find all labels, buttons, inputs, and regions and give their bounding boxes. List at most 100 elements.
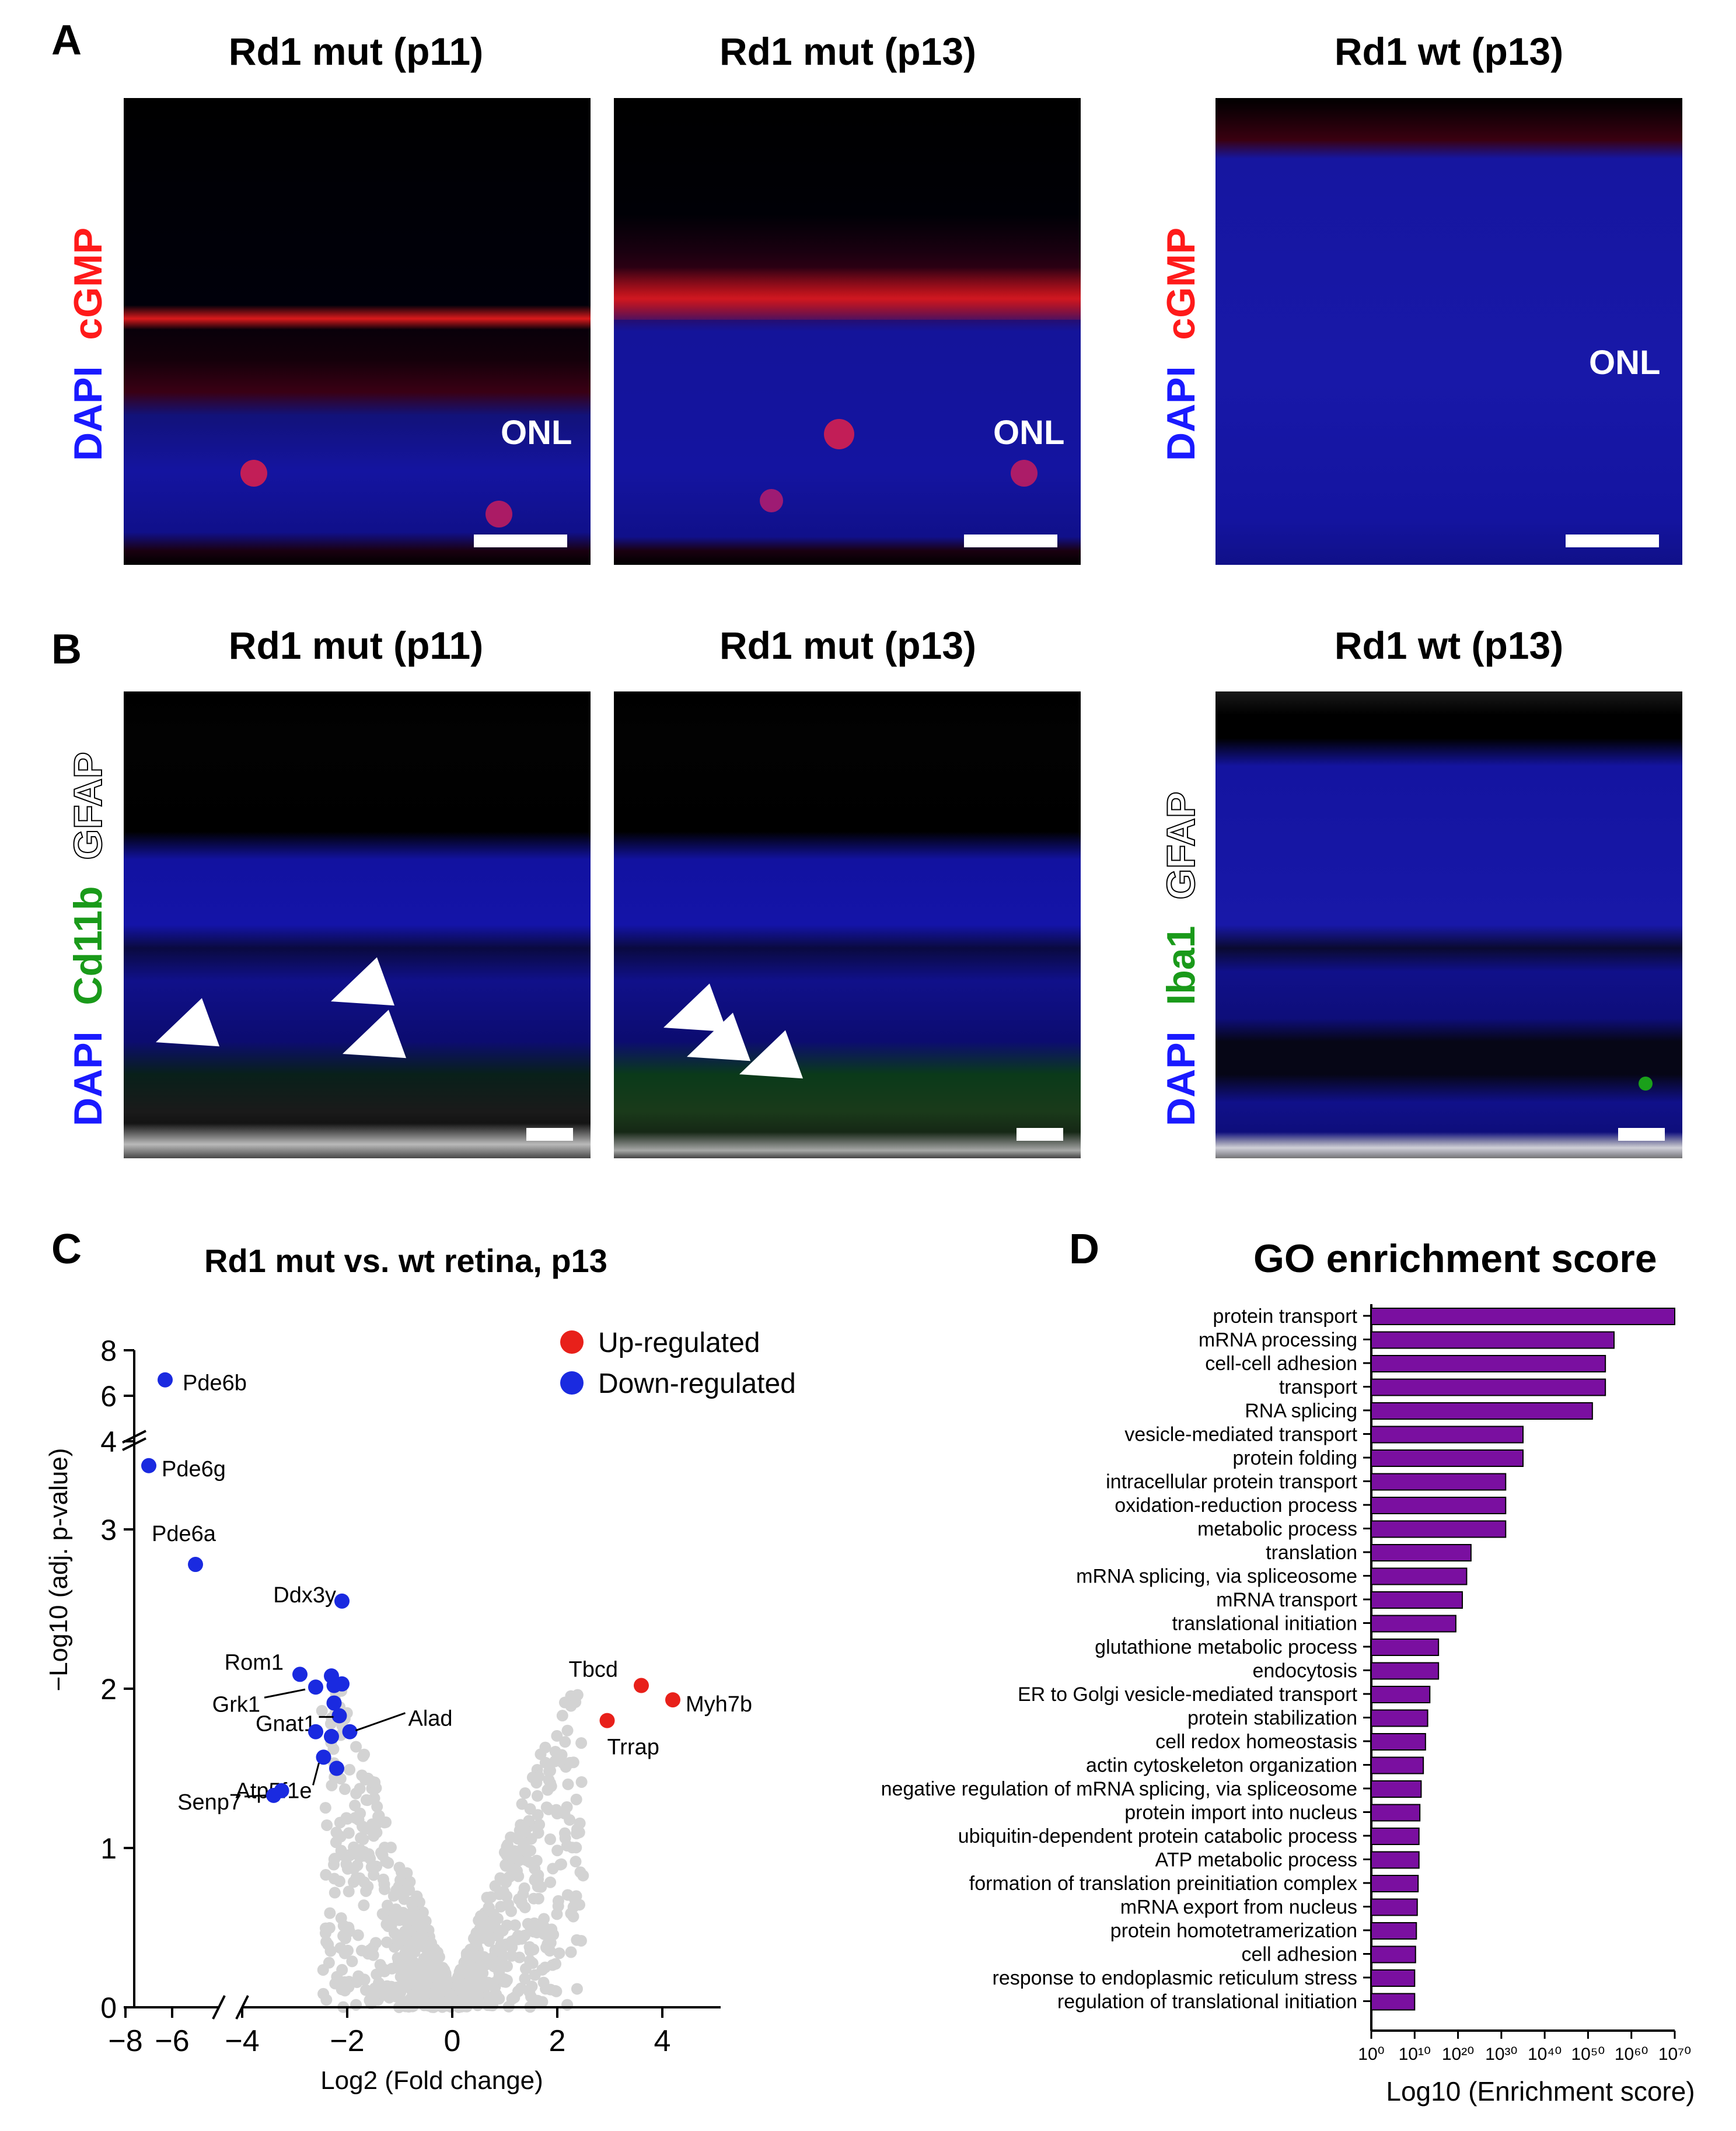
cgmp-positive-cell [760,489,783,512]
go-bar [1371,1733,1426,1751]
go-term-label: oxidation-reduction process [1115,1494,1357,1517]
cgmp-positive-cell [1011,460,1038,487]
y-tick-label: 1 [100,1832,117,1865]
go-bar [1371,1402,1593,1420]
go-term-label: response to endoplasmic reticulum stress [993,1967,1358,1989]
nonsignificant-gene-point [539,1741,551,1753]
nonsignificant-gene-point [429,1964,441,1976]
nonsignificant-gene-point [466,1984,478,1996]
nonsignificant-gene-point [538,1913,550,1925]
nonsignificant-gene-point [574,1817,586,1829]
nonsignificant-gene-point [515,1819,527,1831]
go-term-label: translational initiation [1172,1613,1357,1635]
nonsignificant-gene-point [501,1890,513,1902]
volcano-plot: 0 1 2 3 4 6 8 −8 −6 −4 −2 0 2 4 Log2 (Fold change) −Log… [44,1327,796,2095]
go-term-label: cell adhesion [1242,1944,1357,1966]
nonsignificant-gene-point [322,1938,334,1951]
nonsignificant-gene-point [375,1984,387,1996]
nonsignificant-gene-point [561,1724,574,1737]
down-regulated-gene-point [334,1593,350,1609]
scale-bar [474,535,567,547]
nonsignificant-gene-point [550,1958,562,1970]
nonsignificant-gene-point [513,1893,525,1905]
nonsignificant-gene-point [544,1983,557,1996]
nonsignificant-gene-point [524,1803,536,1815]
onl-label: ONL [501,414,572,452]
nonsignificant-gene-point [317,1987,330,2000]
nonsignificant-gene-point [401,1980,413,1993]
up-regulated-gene-point [665,1692,680,1708]
nonsignificant-gene-point [338,1783,351,1795]
go-term-label: protein folding [1232,1447,1357,1469]
y-tick-label: 6 [100,1380,117,1413]
micrograph-a-rd1-mut-p11: ONL [124,98,591,565]
nonsignificant-gene-point [421,1987,433,2000]
nonsignificant-gene-point [319,1802,331,1814]
nonsignificant-gene-point [573,1899,585,1911]
nonsignificant-gene-point [543,1774,555,1786]
gene-label: Grk1 [212,1692,260,1717]
nonsignificant-gene-point [341,1863,354,1875]
gene-label: Senp7 [177,1790,242,1815]
go-bar [1371,1473,1507,1491]
micrograph-b-rd1-mut-p11 [124,691,591,1158]
nonsignificant-gene-point [575,1776,588,1788]
go-bar [1371,1922,1417,1940]
nonsignificant-gene-point [334,1830,347,1843]
nonsignificant-gene-point [559,1832,571,1844]
scale-bar [526,1128,573,1141]
go-bar [1371,1851,1420,1869]
nonsignificant-gene-point [335,1912,347,1924]
nonsignificant-gene-point [571,1983,583,1995]
nonsignificant-gene-point [558,1696,571,1709]
panel-label-c: C [51,1226,82,1273]
gene-label: Rom1 [225,1650,284,1675]
dapi-stain-label: DAPI [1159,1031,1203,1126]
down-regulated-gene-point [274,1783,289,1798]
nonsignificant-gene-point [387,1890,400,1902]
up-regulated-gene-point [634,1678,649,1693]
scale-bar [1566,535,1659,547]
gfap-endfeet [124,1123,591,1158]
nonsignificant-gene-point [489,1944,501,1957]
y-tick-label: 2 [100,1673,117,1706]
go-term-label: metabolic process [1197,1518,1357,1540]
go-term-label: negative regulation of mRNA splicing, vi… [881,1778,1357,1800]
go-bar [1371,1804,1421,1822]
gfap-stain-label: GFAP [65,752,111,861]
micrograph-a-rd1-wt-p13: ONL [1215,98,1682,565]
go-bar [1371,1898,1418,1916]
y-tick-label: 3 [100,1514,117,1546]
go-term-label: endocytosis [1252,1660,1357,1682]
nonsignificant-gene-point [350,1741,362,1753]
legend-marker [560,1330,584,1354]
nonsignificant-gene-point [491,1913,504,1925]
nonsignificant-gene-point [565,1946,577,1958]
nonsignificant-gene-point [543,1803,555,1815]
go-bar [1371,1567,1468,1585]
go-bar [1371,1993,1416,2011]
gene-label-leader [355,1712,406,1732]
nonsignificant-gene-point [444,1989,456,2001]
x-tick-label: −4 [225,2024,259,2058]
x-tick-label: 10²⁰ [1442,2045,1474,2064]
go-bar [1371,1426,1524,1444]
gene-label-leader [244,1794,266,1798]
down-regulated-gene-point [326,1695,342,1711]
nonsignificant-gene-point [323,1922,336,1934]
nonsignificant-gene-point [519,1963,532,1975]
go-term-label: cell redox homeostasis [1155,1731,1357,1753]
nonsignificant-gene-point [381,1936,393,1948]
down-regulated-gene-point [308,1679,323,1695]
go-bar [1371,1520,1507,1538]
down-regulated-gene-point [158,1372,173,1388]
nonsignificant-gene-point [410,1894,422,1906]
nonsignificant-gene-point [553,1947,565,1959]
down-regulated-gene-point [342,1724,358,1739]
nonsignificant-gene-point [350,1999,362,2011]
legend-label: Down-regulated [598,1368,796,1399]
nonsignificant-gene-point [529,1873,542,1885]
down-regulated-gene-point [324,1728,339,1744]
nonsignificant-gene-point [359,1849,372,1861]
gfap-stain-label: GFAP [1158,791,1204,900]
